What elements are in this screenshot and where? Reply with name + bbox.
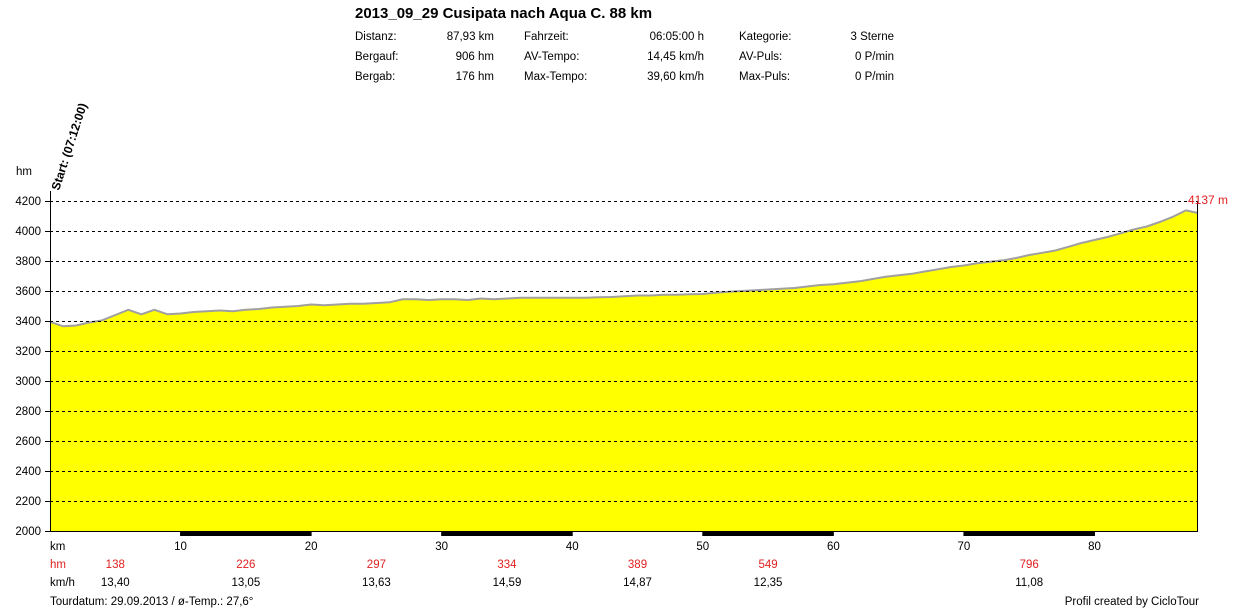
footer-credit: Profil created by CicloTour bbox=[1064, 596, 1199, 608]
segment-hm-value: 549 bbox=[758, 559, 777, 571]
x-tick-label: 30 bbox=[435, 541, 448, 553]
segment-hm-value: 226 bbox=[236, 559, 255, 571]
stat-label-climb: Bergauf: bbox=[355, 51, 399, 63]
segment-hm-value: 334 bbox=[497, 559, 517, 571]
stat-label-avg-speed: AV-Tempo: bbox=[524, 51, 580, 63]
stat-value-avg-speed: 14,45 km/h bbox=[647, 51, 704, 63]
x-tick-label: 40 bbox=[566, 541, 579, 553]
y-tick-label: 2800 bbox=[15, 406, 41, 418]
segment-speed-value: 14,59 bbox=[493, 577, 522, 589]
stat-value-descent: 176 hm bbox=[455, 71, 494, 83]
x-axis-segment bbox=[180, 532, 312, 536]
stat-value-category: 3 Sterne bbox=[850, 31, 894, 43]
stat-label-distance: Distanz: bbox=[355, 31, 397, 43]
segment-hm-value: 297 bbox=[367, 559, 386, 571]
y-tick-label: 3400 bbox=[15, 316, 41, 328]
y-tick-label: 2400 bbox=[15, 466, 41, 478]
x-axis-title: km bbox=[50, 541, 65, 553]
y-tick-label: 3000 bbox=[15, 376, 41, 388]
segment-speed-value: 14,87 bbox=[623, 577, 652, 589]
start-label: Start: (07:12:00) bbox=[49, 101, 90, 192]
stat-label-max-pulse: Max-Puls: bbox=[739, 71, 791, 83]
stat-value-riding-time: 06:05:00 h bbox=[649, 31, 704, 43]
segment-hm-value: 138 bbox=[106, 559, 125, 571]
stat-label-riding-time: Fahrzeit: bbox=[524, 31, 569, 43]
row-label-kmh: km/h bbox=[50, 577, 75, 589]
y-tick-label: 2000 bbox=[15, 526, 41, 538]
stat-value-max-speed: 39,60 km/h bbox=[647, 71, 704, 83]
x-axis-segment bbox=[702, 532, 834, 536]
elevation-line bbox=[49, 209, 1199, 328]
y-tick-label: 4000 bbox=[15, 226, 41, 238]
chart-title: 2013_09_29 Cusipata nach Aqua C. 88 km bbox=[355, 5, 653, 22]
x-tick-label: 50 bbox=[696, 541, 709, 553]
segment-hm-value: 796 bbox=[1020, 559, 1039, 571]
x-tick-label: 70 bbox=[958, 541, 971, 553]
stat-label-avg-pulse: AV-Puls: bbox=[739, 51, 783, 63]
y-tick-label: 4200 bbox=[15, 196, 41, 208]
stat-value-distance: 87,93 km bbox=[446, 31, 494, 43]
y-tick-label: 3200 bbox=[15, 346, 41, 358]
segment-speed-value: 12,35 bbox=[754, 577, 783, 589]
elevation-area bbox=[50, 210, 1198, 531]
stat-value-avg-pulse: 0 P/min bbox=[855, 51, 894, 63]
segment-speed-value: 11,08 bbox=[1015, 577, 1043, 589]
stat-label-descent: Bergab: bbox=[355, 71, 396, 83]
stat-label-max-speed: Max-Tempo: bbox=[524, 71, 588, 83]
x-tick-label: 20 bbox=[305, 541, 318, 553]
x-tick-label: 60 bbox=[827, 541, 840, 553]
segment-hm-value: 389 bbox=[628, 559, 647, 571]
max-elevation-label: 4137 m bbox=[1188, 193, 1228, 207]
y-tick-label: 3600 bbox=[15, 286, 41, 298]
stat-label-category: Kategorie: bbox=[739, 31, 792, 43]
y-tick-label: 2200 bbox=[15, 496, 41, 508]
y-tick-label: 2600 bbox=[15, 436, 41, 448]
x-tick-label: 10 bbox=[174, 541, 187, 553]
y-axis-title: hm bbox=[16, 166, 32, 178]
y-tick-label: 3800 bbox=[15, 256, 41, 268]
segment-speed-value: 13,40 bbox=[101, 577, 130, 589]
x-tick-label: 80 bbox=[1088, 541, 1101, 553]
stat-value-climb: 906 hm bbox=[455, 51, 494, 63]
footer-tour-info: Tourdatum: 29.09.2013 / ø-Temp.: 27,6° bbox=[50, 596, 254, 608]
segment-speed-value: 13,05 bbox=[231, 577, 260, 589]
segment-speed-value: 13,63 bbox=[362, 577, 391, 589]
x-axis-segment bbox=[441, 532, 573, 536]
x-axis-segment bbox=[963, 532, 1095, 536]
stat-value-max-pulse: 0 P/min bbox=[855, 71, 894, 83]
row-label-hm: hm bbox=[50, 559, 66, 571]
